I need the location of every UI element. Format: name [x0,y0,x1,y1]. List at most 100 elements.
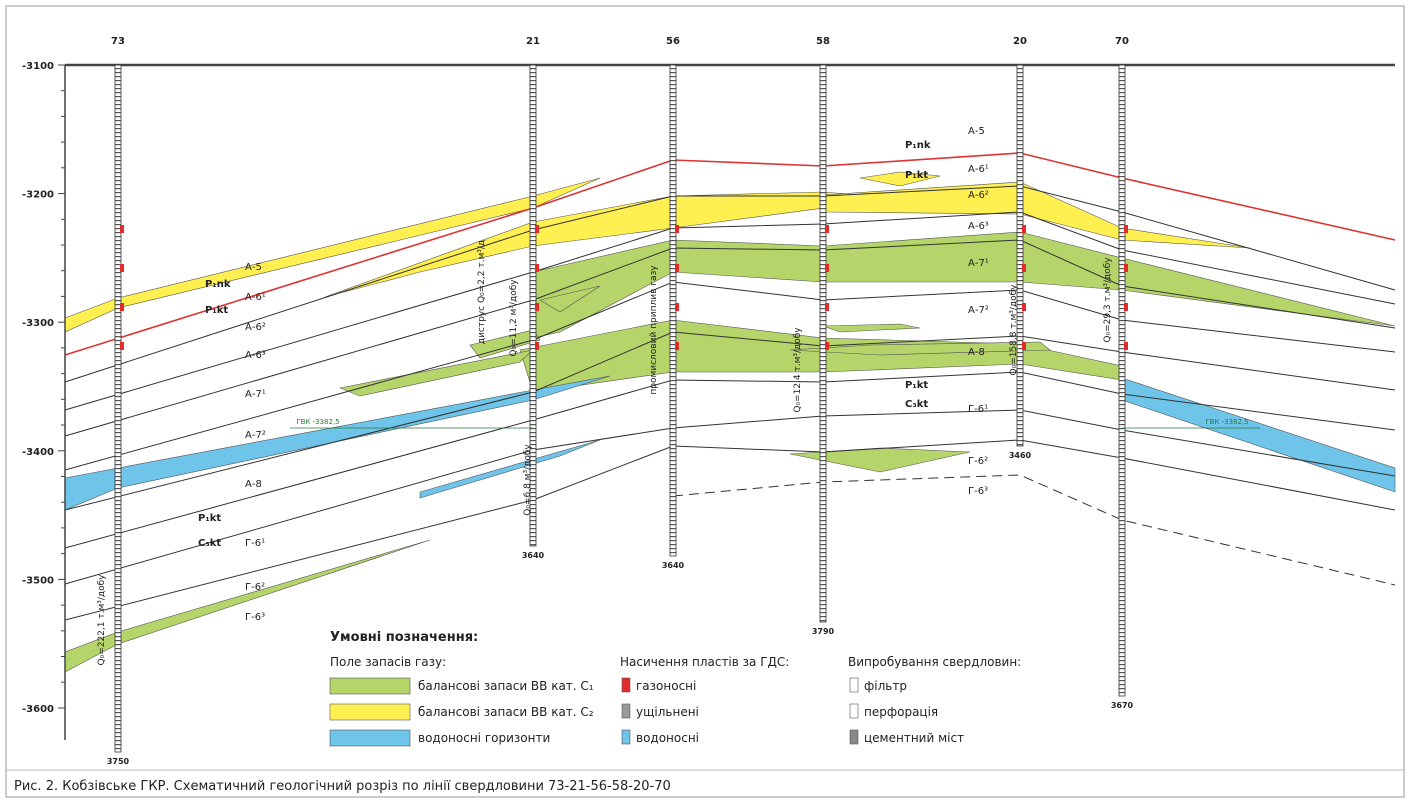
test-result: диструс Q₀=2,2 т.м³/д [477,240,487,344]
depth-label: -3200 [22,190,54,201]
layer-label: Г-6³ [245,612,265,623]
gas-interval [675,225,679,233]
reservoir-fills [65,172,1395,672]
legend-item: фільтр [864,679,907,693]
gas-interval [675,342,679,350]
gas-interval [1124,342,1128,350]
legend-item: водоносні горизонти [418,731,550,745]
caption: Рис. 2. Кобзівське ГКР. Схематичний геол… [14,779,671,794]
legend-swatch [850,678,858,692]
layer-label: А-6² [968,190,989,201]
depth-label: -3300 [22,318,54,329]
layer-label: Г-6¹ [968,404,988,415]
gas-interval [1124,264,1128,272]
legend-swatch [622,704,630,718]
layer-label: Г-6² [245,582,265,593]
legend-swatch [622,678,630,692]
legend-item: балансові запаси ВВ кат. С₁ [418,679,594,693]
legend-swatch [330,678,410,694]
layer-label: А-7² [968,305,989,316]
well-column [1119,65,1125,696]
test-result: промисловий приплив газу [649,265,659,395]
legend-swatch [850,730,858,744]
well-name: 21 [526,36,540,47]
frame [6,6,1404,797]
legend-swatch [330,730,410,746]
gas-interval [825,264,829,272]
legend-item: перфорація [864,705,938,719]
legend-swatch [850,704,858,718]
layer-label: C₃kt [905,399,928,410]
gwc-label: ГВК -3382,5 [296,418,339,426]
layer-label: P₁kt [205,305,228,316]
well-column [115,65,121,752]
gas-interval [675,303,679,311]
depth-label: -3100 [22,61,54,72]
layer-label: P₁nk [905,140,931,151]
gas-interval [120,225,124,233]
layer-label: А-7¹ [968,258,989,269]
gas-interval [1022,303,1026,311]
legend-item: балансові запаси ВВ кат. С₂ [418,705,594,719]
layer-label: Г-6¹ [245,538,265,549]
gas-interval [1124,303,1128,311]
legend-title: Умовні позначення: [330,630,478,645]
well-bottom: 3460 [1009,451,1032,460]
well-bottom: 3790 [812,627,835,636]
test-result: Q₀=6,8 м³/добу [523,444,533,516]
layer-label: А-5 [968,126,985,137]
layer-label: C₃kt [198,538,221,549]
legend-swatch [330,704,410,720]
legend-swatch [622,730,630,744]
layer-label: А-7¹ [245,389,266,400]
layer-label: P₁kt [198,513,221,524]
layer-label: P₁kt [905,170,928,181]
layer-label: А-6¹ [245,292,266,303]
layer-label: А-6¹ [968,164,989,175]
depth-label: -3400 [22,447,54,458]
layer-label: P₁kt [905,380,928,391]
depth-label: -3600 [22,704,54,715]
layer-label: А-5 [245,262,262,273]
well-name: 70 [1115,36,1129,47]
gas-interval [825,342,829,350]
depth-label: -3500 [22,575,54,586]
test-result: Q₀=12,4 т.м³/добу [793,327,803,413]
layer-label: А-8 [968,347,985,358]
test-result: Q₀=222,1 т.м³/добу [97,574,107,666]
well-bottom: 3670 [1111,701,1134,710]
gas-interval [825,303,829,311]
layer-label: А-8 [245,479,262,490]
well-name: 73 [111,36,125,47]
layer-label: А-6³ [968,221,989,232]
well-bottom: 3640 [522,551,545,560]
gas-interval [675,264,679,272]
well-bottom: 3640 [662,561,685,570]
layer-label: Г-6³ [968,486,988,497]
test-result: Q₀=11,2 м³/добу [509,279,519,357]
geological-section: Рис. 2. Кобзівське ГКР. Схематичний геол… [0,0,1410,803]
well-name: 56 [666,36,680,47]
legend-heading: Насичення пластів за ГДС: [620,655,789,669]
gas-interval [1022,264,1026,272]
gas-interval [1022,342,1026,350]
gas-interval [120,342,124,350]
well-name: 20 [1013,36,1027,47]
gas-interval [535,303,539,311]
well-column [1017,65,1023,446]
test-result: Q₀=29,3 т.м³/добу [1103,257,1113,343]
well-name: 58 [816,36,830,47]
layer-label: А-6² [245,322,266,333]
gas-interval [535,264,539,272]
gwc-label: ГВК -3382,5 [1205,418,1248,426]
legend-item: газоносні [636,679,696,693]
gas-interval [120,303,124,311]
layer-label: P₁nk [205,279,231,290]
gas-interval [535,225,539,233]
gas-interval [535,342,539,350]
layer-label: А-6³ [245,350,266,361]
horizons [65,153,1395,620]
gas-interval [825,225,829,233]
legend-item: водоносні [636,731,699,745]
layer-label: Г-6² [968,456,988,467]
